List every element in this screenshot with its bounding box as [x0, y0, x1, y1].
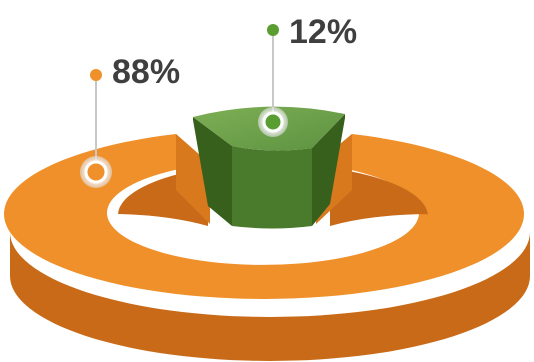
slice-label-88: 88% — [112, 53, 181, 91]
slice-label-12: 12% — [289, 13, 358, 51]
slice-12-side-left — [193, 117, 232, 226]
slice-88-outer-wall — [10, 232, 530, 361]
label-dot-88 — [90, 69, 102, 81]
slice-12-front — [232, 146, 312, 229]
slice-12-side-right — [312, 114, 345, 226]
slice-88-top — [3, 134, 524, 299]
label-dot-12 — [267, 24, 279, 36]
anchor-dot-88 — [84, 160, 108, 184]
anchor-dot-12 — [262, 111, 284, 133]
slice-88-inner-wall-right — [330, 168, 428, 226]
